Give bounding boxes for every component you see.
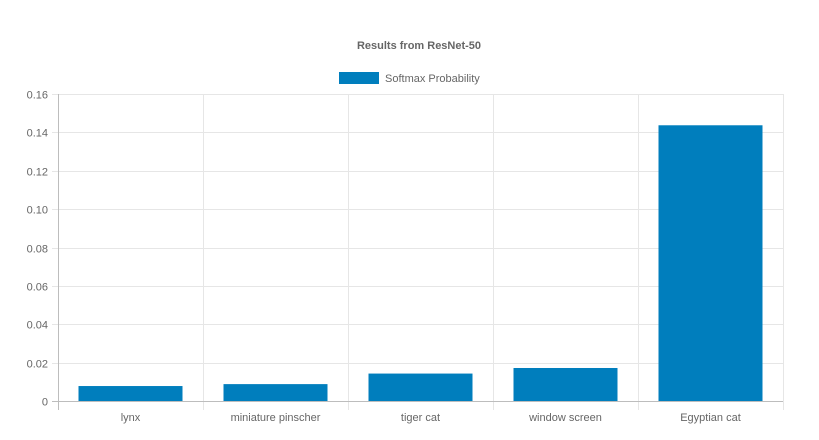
x-tick-label: tiger cat — [401, 412, 440, 424]
tick-labels: 0 0.02 0.04 0.06 0.08 0.10 0.12 0.14 0.16 lynx min… — [27, 90, 741, 425]
x-tick-label: lynx — [121, 412, 141, 424]
bar-lynx[interactable] — [78, 386, 183, 401]
x-tick-label: miniature pinscher — [231, 412, 321, 424]
y-tick-label: 0.16 — [27, 90, 48, 102]
y-tick-label: 0.06 — [27, 282, 48, 294]
y-tick-label: 0.12 — [27, 167, 48, 179]
bar-tiger-cat[interactable] — [368, 373, 473, 401]
x-tick-label: window screen — [528, 412, 602, 424]
bar-window-screen[interactable] — [513, 367, 618, 401]
legend-label: Softmax Probability — [385, 73, 480, 85]
y-tick-label: 0.14 — [27, 128, 48, 140]
bar-egyptian-cat[interactable] — [658, 125, 763, 401]
y-tick-label: 0.02 — [27, 359, 48, 371]
x-tick-label: Egyptian cat — [680, 412, 741, 424]
grid — [52, 94, 784, 410]
y-tick-label: 0.10 — [27, 205, 48, 217]
y-tick-label: 0 — [42, 397, 48, 409]
y-tick-label: 0.08 — [27, 244, 48, 256]
y-tick-label: 0.04 — [27, 320, 48, 332]
chart-title: Results from ResNet-50 — [357, 40, 481, 52]
bar-miniature-pinscher[interactable] — [223, 384, 328, 401]
legend[interactable]: Softmax Probability — [339, 72, 480, 85]
bars — [78, 125, 763, 401]
legend-swatch — [339, 72, 379, 84]
